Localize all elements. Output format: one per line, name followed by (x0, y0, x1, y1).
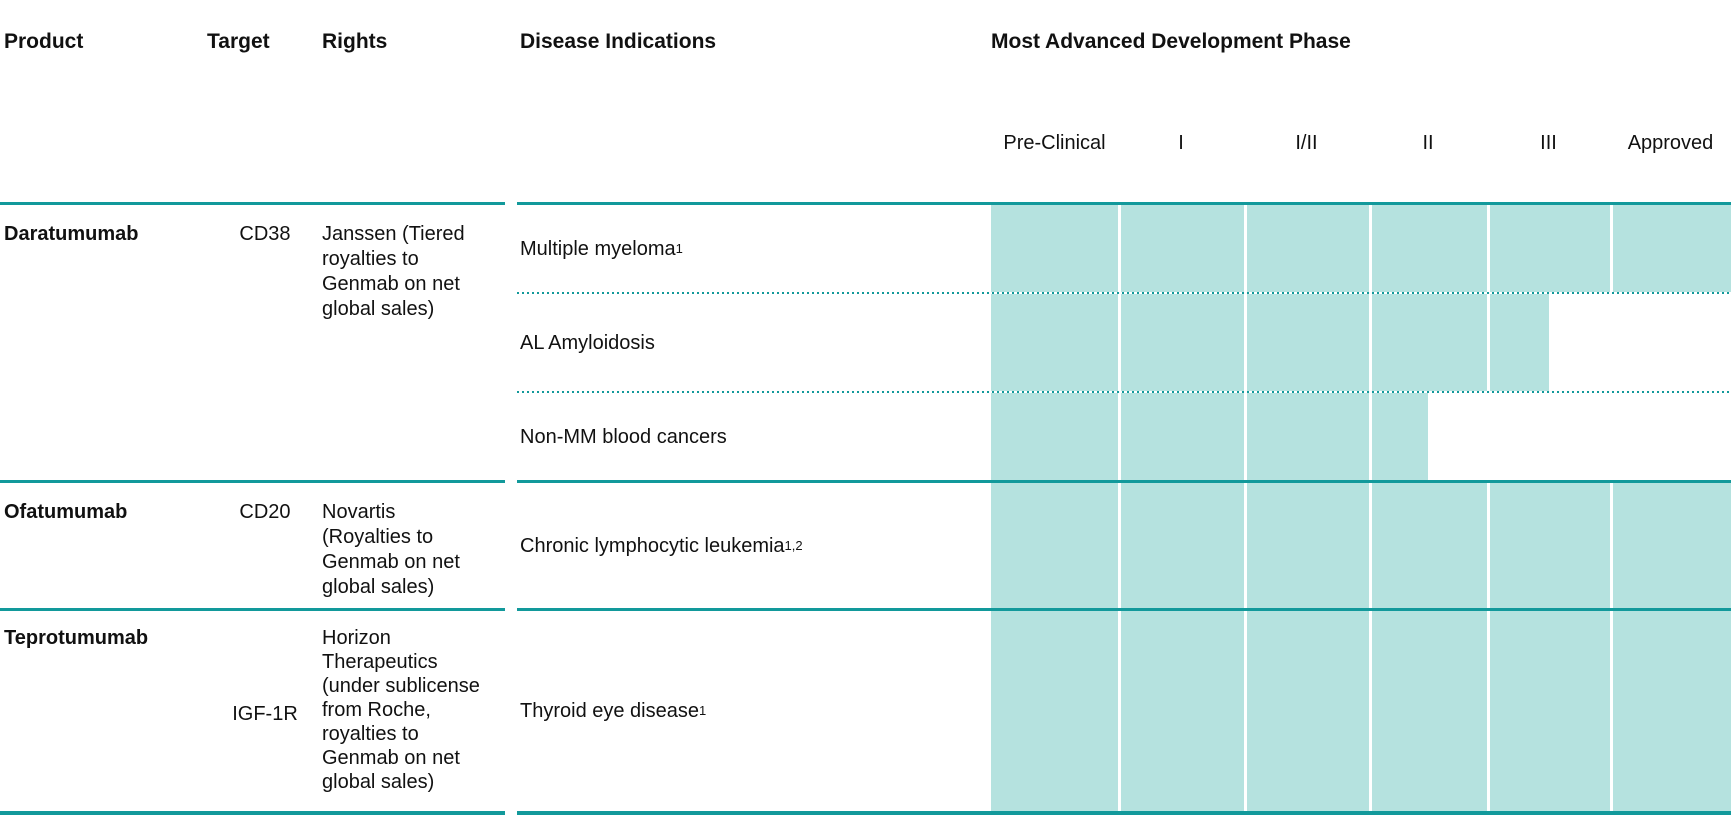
product-name: Daratumumab (4, 223, 139, 245)
row-divider (517, 608, 1731, 611)
phase-label-2: II (1422, 132, 1434, 154)
phase-bar-non-mm-blood-cancers (991, 393, 1428, 480)
indication-label: Multiple myeloma (520, 237, 676, 260)
indication-label: AL Amyloidosis (520, 331, 655, 354)
product-name: Teprotumumab (4, 627, 149, 649)
phase-label-approved: Approved (1627, 132, 1714, 154)
phase-bar-multiple-myeloma (991, 205, 1731, 292)
phase-label-1-2: I/II (1295, 132, 1318, 154)
bottom-border (0, 811, 505, 815)
target-value: IGF-1R (232, 703, 298, 725)
target-value: CD20 (239, 501, 291, 523)
indication-label: Chronic lymphocytic leukemia (520, 534, 785, 557)
phase-label-3: III (1540, 132, 1557, 154)
phase-bar-thyroid-eye-disease (991, 611, 1731, 811)
indication-footnote: 1 (675, 240, 683, 256)
column-separator (1244, 205, 1247, 811)
column-header-phase: Most Advanced Development Phase (991, 30, 1351, 53)
column-separator (1610, 205, 1613, 811)
phase-bar-cll (991, 483, 1731, 608)
column-header-rights: Rights (322, 30, 388, 53)
target-value: CD38 (239, 223, 291, 245)
indication-multiple-myeloma: Multiple myeloma 1 (520, 205, 683, 292)
row-divider (0, 480, 505, 483)
column-separator (1487, 205, 1490, 811)
column-header-target: Target (207, 30, 270, 53)
row-divider (517, 202, 1731, 205)
rights-value: Novartis (Royalties to Genmab on net glo… (322, 501, 460, 598)
column-header-indications: Disease Indications (520, 30, 717, 53)
phase-label-1: I (1178, 132, 1184, 154)
indication-label: Non-MM blood cancers (520, 425, 727, 448)
indication-footnote: 1,2 (784, 537, 803, 553)
column-separator (1118, 205, 1121, 811)
phase-label-preclinical: Pre-Clinical (1003, 132, 1106, 154)
product-name: Ofatumumab (4, 501, 128, 523)
indication-thyroid-eye-disease: Thyroid eye disease 1 (520, 611, 706, 811)
indication-footnote: 1 (698, 703, 707, 718)
indication-non-mm-blood-cancers: Non-MM blood cancers (520, 393, 727, 480)
indication-al-amyloidosis: AL Amyloidosis (520, 294, 655, 391)
indication-label: Thyroid eye disease (520, 700, 699, 722)
rights-value: Janssen (Tiered royalties to Genmab on n… (322, 223, 465, 320)
phase-bar-al-amyloidosis (991, 294, 1549, 391)
row-divider (0, 608, 505, 611)
rights-value: Horizon Therapeutics (under sublicense f… (322, 627, 480, 793)
dotted-divider (517, 391, 1731, 393)
dotted-divider (517, 292, 1731, 294)
column-separator (1369, 205, 1372, 811)
indication-cll: Chronic lymphocytic leukemia 1,2 (520, 483, 803, 608)
column-header-product: Product (4, 30, 84, 53)
row-divider (517, 480, 1731, 483)
row-divider (0, 202, 505, 205)
bottom-border (517, 811, 1731, 815)
